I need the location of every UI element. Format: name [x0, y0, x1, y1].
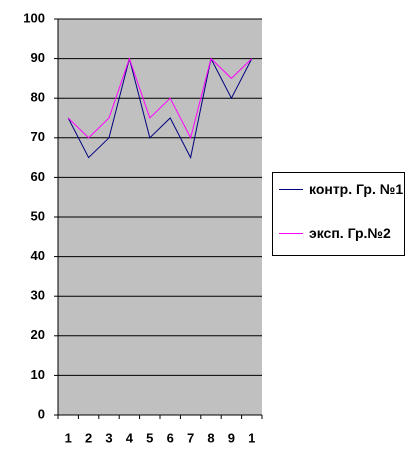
y-tick-label: 90 [31, 50, 45, 65]
y-tick-label: 10 [31, 367, 45, 382]
x-tick-label: 7 [187, 430, 194, 445]
x-tick-label: 9 [228, 430, 235, 445]
x-tick-label: 2 [85, 430, 92, 445]
y-tick-label: 80 [31, 90, 45, 105]
legend-label: контр. Гр. №1 [309, 181, 404, 197]
x-tick-label: 1 [65, 430, 72, 445]
x-tick-label: 5 [146, 430, 153, 445]
x-tick-label: 3 [105, 430, 112, 445]
series-line [67, 57, 253, 160]
y-tick-label: 40 [31, 248, 45, 263]
y-tick-label: 70 [31, 129, 45, 144]
series-line [67, 57, 253, 140]
legend-swatch [279, 189, 303, 190]
y-tick-label: 100 [23, 10, 45, 25]
x-tick-label: 8 [207, 430, 214, 445]
y-tick-label: 30 [31, 288, 45, 303]
legend: контр. Гр. №1 эксп. Гр.№2 [272, 172, 405, 256]
x-tick-label: 4 [126, 430, 134, 445]
y-tick-label: 0 [38, 406, 45, 421]
x-tick-label: 1 [248, 430, 255, 445]
y-tick-label: 60 [31, 169, 45, 184]
legend-label: эксп. Гр.№2 [309, 225, 391, 241]
x-tick-label: 6 [167, 430, 174, 445]
y-tick-label: 20 [31, 327, 45, 342]
legend-swatch [279, 233, 303, 234]
legend-entry: эксп. Гр.№2 [279, 225, 405, 242]
y-tick-label: 50 [31, 208, 45, 223]
legend-entry: контр. Гр. №1 [279, 181, 405, 198]
